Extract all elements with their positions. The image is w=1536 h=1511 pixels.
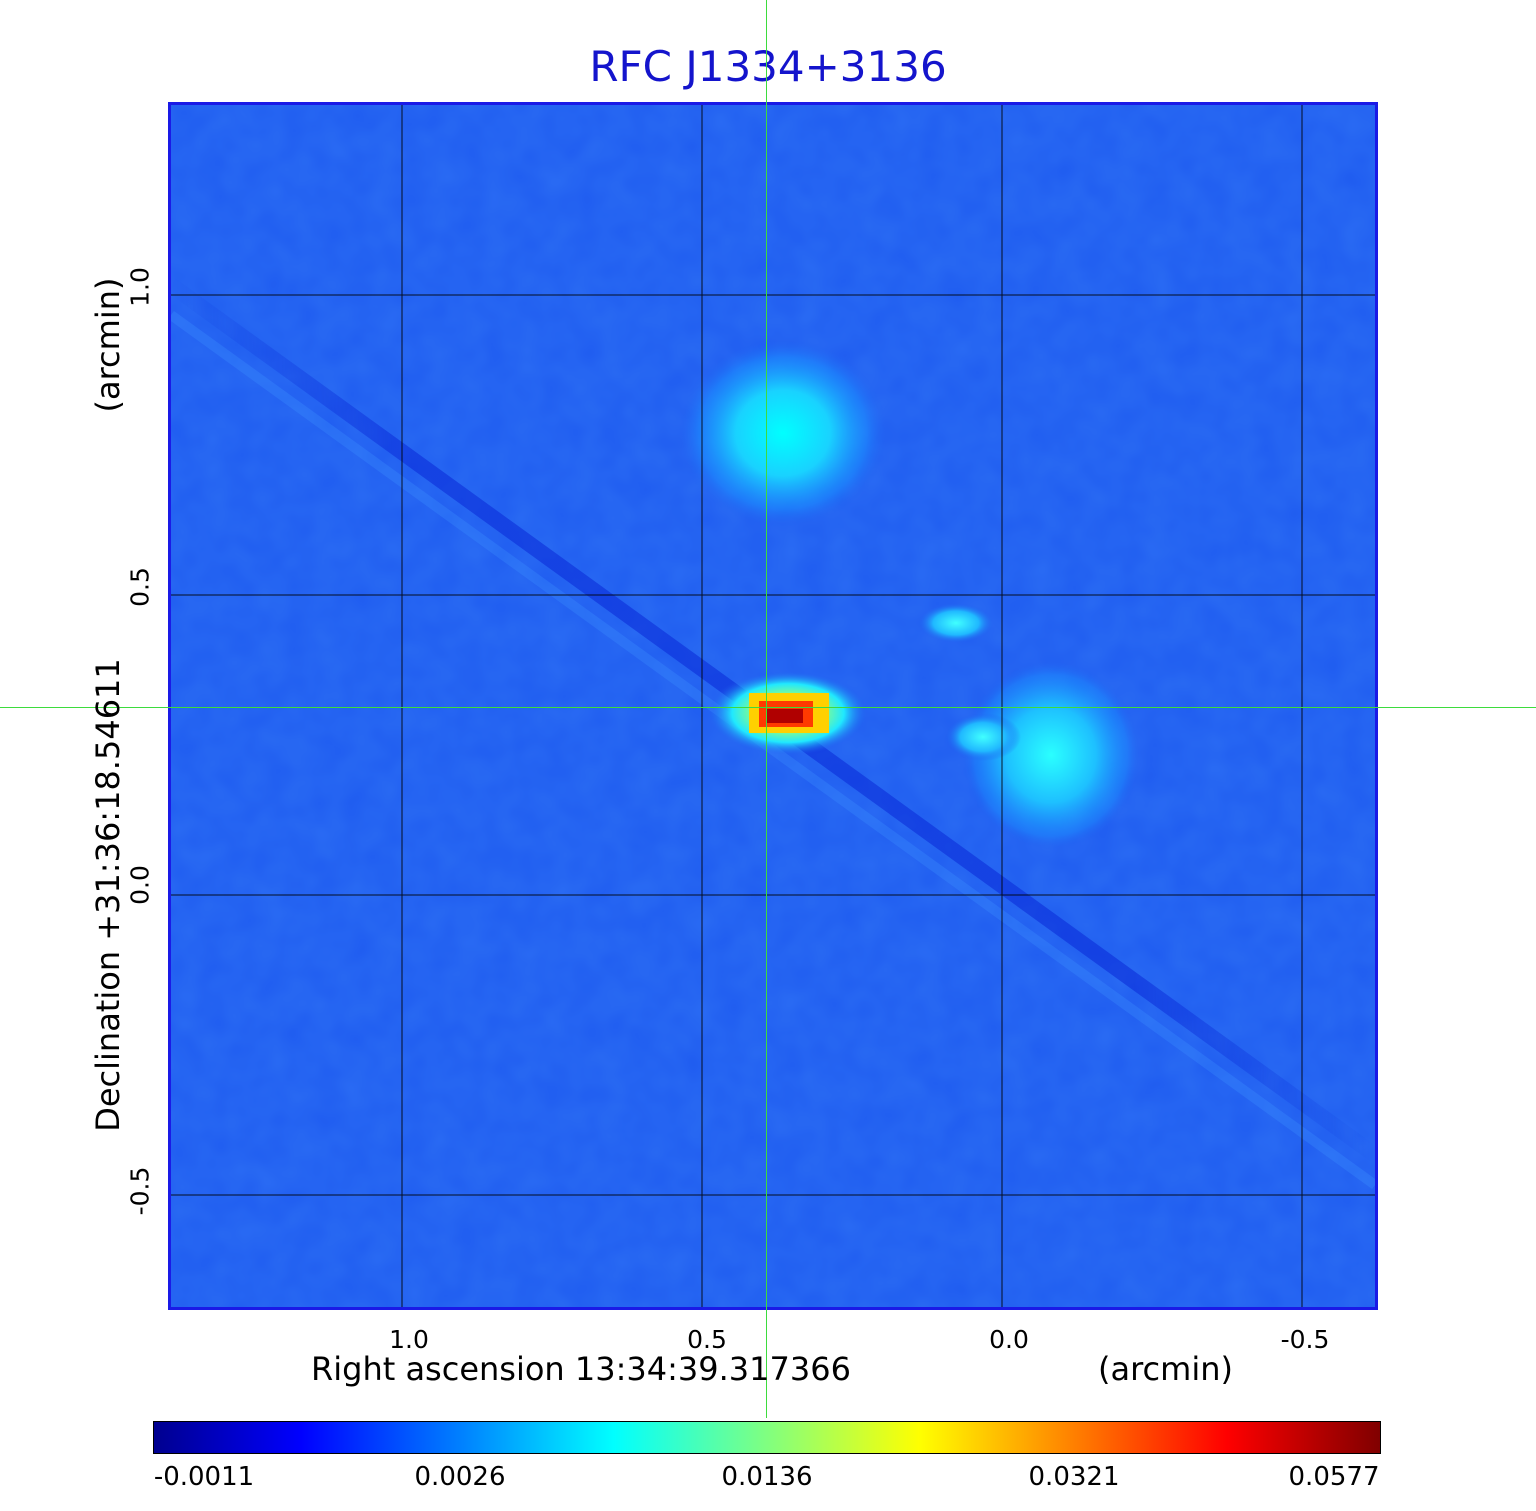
upper-knot [918,603,994,643]
x-tick-1.0: 1.0 [389,1325,429,1354]
colorbar [153,1421,1381,1454]
coordinate-grid [171,105,1375,1307]
colorbar-tick-3: 0.0136 [721,1462,813,1492]
y-axis-unit: (arcmin) [89,277,127,413]
core-peak [767,709,803,723]
x-axis-unit: (arcmin) [1098,1350,1233,1388]
colorbar-tick-2: 0.0026 [414,1462,506,1492]
colorbar-tick-max: 0.0577 [1288,1462,1380,1492]
colorbar-tick-min: -0.0011 [153,1462,255,1492]
y-tick-0.0: 0.0 [125,865,155,905]
northern-lobe [678,338,888,528]
y-tick-minus-0.5: -0.5 [125,1166,155,1216]
y-tick-1.0: 1.0 [125,267,155,307]
radio-image-panel[interactable] [168,102,1378,1310]
crosshair-horizontal [0,707,1536,708]
y-axis-label: Declination +31:36:18.54611 [89,658,127,1132]
crosshair-vertical [766,0,767,1418]
y-tick-0.5: 0.5 [125,567,155,607]
x-tick-0.5: 0.5 [687,1325,727,1354]
colorbar-tick-4: 0.0321 [1028,1462,1120,1492]
x-tick-minus-0.5: -0.5 [1280,1325,1330,1354]
lobe-knot [945,713,1021,761]
radio-image [171,105,1375,1307]
image-title: RFC J1334+3136 [589,42,947,91]
x-axis-label: Right ascension 13:34:39.317366 [311,1350,851,1388]
x-tick-0.0: 0.0 [989,1325,1029,1354]
